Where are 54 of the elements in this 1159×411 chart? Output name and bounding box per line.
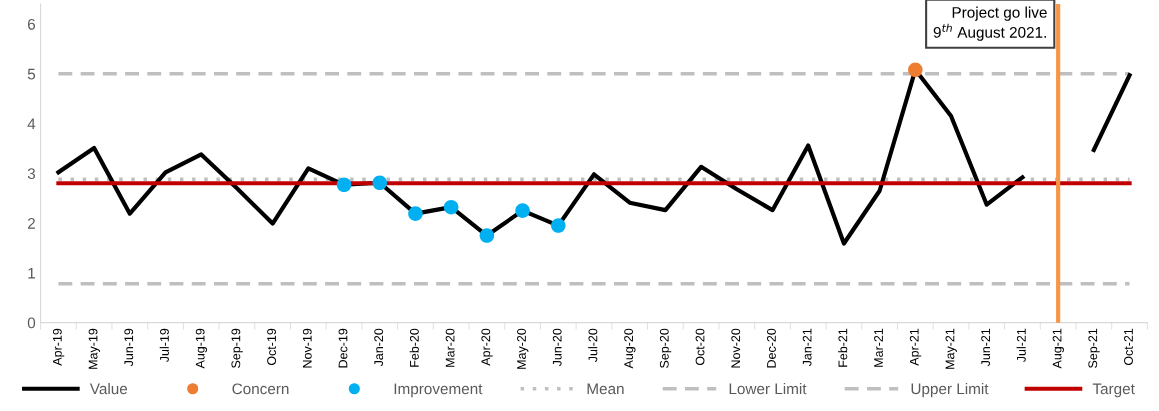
x-tick-label: Sep-20: [659, 328, 672, 368]
x-tick-label: Oct-19: [267, 328, 276, 366]
legend-label: Concern: [232, 383, 289, 395]
y-tick-label: 5: [27, 68, 36, 80]
point: [479, 228, 495, 243]
x-tick-label: Apr-20: [481, 328, 493, 366]
x-tick-label: Jun-21: [981, 328, 991, 367]
x-tick-label: Oct-21: [1124, 328, 1133, 366]
y-tick-label: 1: [28, 267, 35, 279]
x-tick-label: Jun-19: [124, 328, 134, 367]
x-tick-label: Nov-19: [302, 328, 312, 368]
x-tick-label: Apr-21: [909, 328, 922, 366]
point: [372, 175, 388, 191]
y-tick-label: 4: [27, 118, 36, 130]
x-tick-label: Mar-20: [445, 328, 455, 367]
x-tick-label: May-21: [945, 328, 957, 369]
legend-label: Lower Limit: [729, 383, 807, 395]
x-tick-label: Jun-20: [552, 328, 562, 367]
x-tick-label: Dec-19: [338, 328, 348, 368]
point: [908, 62, 923, 78]
legend-label: Improvement: [394, 383, 483, 398]
point: [408, 206, 423, 221]
x-tick-label: Feb-21: [838, 328, 848, 367]
x-tick-label: Jul-20: [588, 328, 598, 363]
x-tick-label: Dec-20: [767, 328, 776, 368]
legend-label: Upper Limit: [911, 383, 989, 398]
x-tick-label: Apr-19: [52, 328, 65, 366]
x-tick-label: Oct-20: [695, 328, 705, 366]
x-tick-label: Mar-21: [874, 328, 883, 367]
x-tick-label: Jan-20: [374, 328, 384, 367]
point: [443, 199, 459, 215]
point: [515, 203, 530, 218]
x-tick-label: Aug-21: [1052, 328, 1064, 369]
x-tick-label: Jan-21: [802, 328, 812, 367]
legend-label: Value: [89, 383, 128, 395]
x-tick-label: Aug-19: [195, 328, 208, 369]
x-tick-label: Nov-20: [731, 328, 741, 368]
point: [551, 218, 566, 233]
y-tick-label: 3: [27, 168, 36, 180]
x-tick-label: Jul-21: [1016, 328, 1026, 363]
point: [336, 177, 352, 193]
y-tick-label: 0: [27, 317, 36, 329]
x-tick-label: May-19: [88, 328, 100, 369]
x-tick-label: Jul-19: [159, 328, 169, 363]
x-tick-label: May-20: [517, 328, 529, 369]
x-tick-label: Aug-20: [624, 328, 636, 369]
y-tick-label: 6: [27, 18, 36, 30]
x-tick-label: Sep-19: [231, 328, 243, 368]
x-tick-label: Sep-21: [1088, 328, 1100, 368]
ref-line-label: Project go live 9$^{th}$ August 2021.: [933, 6, 1047, 41]
x-tick-label: Feb-20: [409, 328, 419, 367]
y-tick-label: 2: [27, 217, 35, 229]
legend-label: Mean: [587, 383, 624, 395]
legend-label: Target: [1092, 383, 1135, 398]
